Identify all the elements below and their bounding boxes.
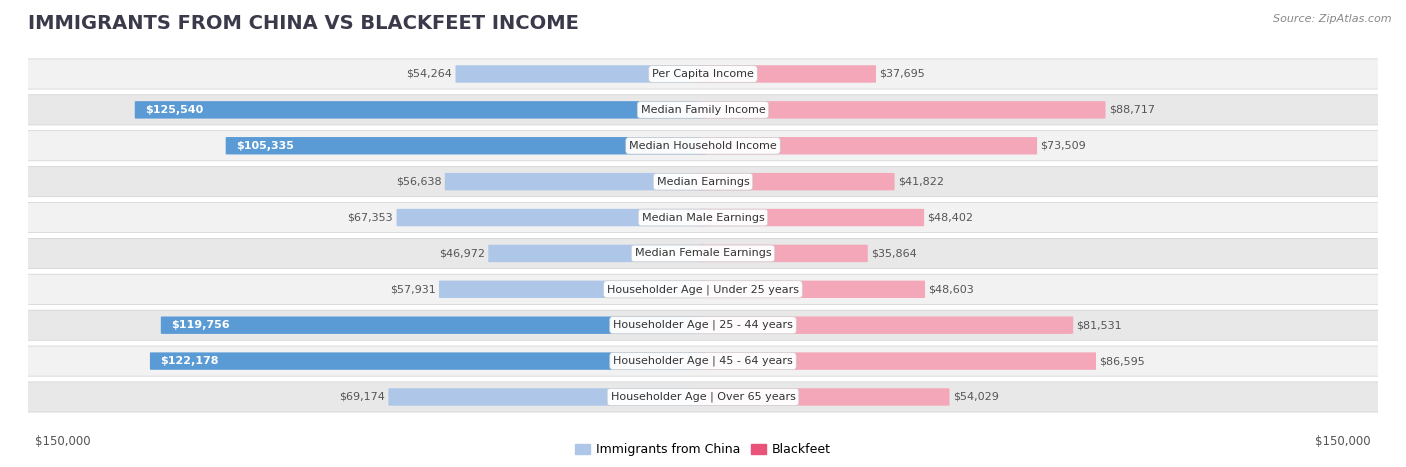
Text: $48,603: $48,603	[928, 284, 974, 294]
FancyBboxPatch shape	[488, 245, 706, 262]
FancyBboxPatch shape	[21, 167, 1385, 197]
Text: Median Family Income: Median Family Income	[641, 105, 765, 115]
Text: IMMIGRANTS FROM CHINA VS BLACKFEET INCOME: IMMIGRANTS FROM CHINA VS BLACKFEET INCOM…	[28, 14, 579, 33]
FancyBboxPatch shape	[700, 65, 876, 83]
Text: Median Earnings: Median Earnings	[657, 177, 749, 187]
Text: Median Household Income: Median Household Income	[628, 141, 778, 151]
Text: Source: ZipAtlas.com: Source: ZipAtlas.com	[1274, 14, 1392, 24]
Text: Median Male Earnings: Median Male Earnings	[641, 212, 765, 223]
Text: $150,000: $150,000	[35, 435, 91, 448]
FancyBboxPatch shape	[388, 388, 706, 406]
Text: $37,695: $37,695	[879, 69, 925, 79]
Text: $88,717: $88,717	[1109, 105, 1154, 115]
FancyBboxPatch shape	[21, 274, 1385, 304]
Text: $54,264: $54,264	[406, 69, 453, 79]
Text: $35,864: $35,864	[872, 248, 917, 258]
FancyBboxPatch shape	[444, 173, 706, 191]
FancyBboxPatch shape	[700, 101, 1105, 119]
FancyBboxPatch shape	[700, 281, 925, 298]
Text: Householder Age | 25 - 44 years: Householder Age | 25 - 44 years	[613, 320, 793, 331]
FancyBboxPatch shape	[21, 203, 1385, 233]
Text: $105,335: $105,335	[236, 141, 294, 151]
FancyBboxPatch shape	[396, 209, 706, 226]
Text: $67,353: $67,353	[347, 212, 394, 223]
FancyBboxPatch shape	[700, 388, 949, 406]
Text: $48,402: $48,402	[928, 212, 973, 223]
FancyBboxPatch shape	[21, 95, 1385, 125]
Text: $81,531: $81,531	[1077, 320, 1122, 330]
FancyBboxPatch shape	[700, 353, 1097, 370]
Legend: Immigrants from China, Blackfeet: Immigrants from China, Blackfeet	[569, 439, 837, 461]
Text: $41,822: $41,822	[898, 177, 943, 187]
Text: $54,029: $54,029	[953, 392, 998, 402]
FancyBboxPatch shape	[226, 137, 706, 155]
FancyBboxPatch shape	[700, 209, 924, 226]
Text: Householder Age | Over 65 years: Householder Age | Over 65 years	[610, 392, 796, 402]
Text: Householder Age | Under 25 years: Householder Age | Under 25 years	[607, 284, 799, 295]
Text: $119,756: $119,756	[172, 320, 229, 330]
FancyBboxPatch shape	[456, 65, 706, 83]
Text: $122,178: $122,178	[160, 356, 218, 366]
FancyBboxPatch shape	[21, 346, 1385, 376]
FancyBboxPatch shape	[700, 317, 1073, 334]
FancyBboxPatch shape	[21, 238, 1385, 269]
Text: $125,540: $125,540	[145, 105, 204, 115]
FancyBboxPatch shape	[160, 317, 706, 334]
FancyBboxPatch shape	[21, 310, 1385, 340]
Text: $86,595: $86,595	[1099, 356, 1144, 366]
Text: Householder Age | 45 - 64 years: Householder Age | 45 - 64 years	[613, 356, 793, 366]
FancyBboxPatch shape	[700, 245, 868, 262]
Text: $150,000: $150,000	[1315, 435, 1371, 448]
FancyBboxPatch shape	[21, 382, 1385, 412]
FancyBboxPatch shape	[135, 101, 706, 119]
Text: $69,174: $69,174	[339, 392, 385, 402]
Text: $46,972: $46,972	[439, 248, 485, 258]
FancyBboxPatch shape	[439, 281, 706, 298]
FancyBboxPatch shape	[700, 137, 1038, 155]
FancyBboxPatch shape	[21, 131, 1385, 161]
Text: Per Capita Income: Per Capita Income	[652, 69, 754, 79]
FancyBboxPatch shape	[150, 353, 706, 370]
Text: $57,931: $57,931	[389, 284, 436, 294]
FancyBboxPatch shape	[700, 173, 894, 191]
Text: $56,638: $56,638	[396, 177, 441, 187]
Text: $73,509: $73,509	[1040, 141, 1087, 151]
Text: Median Female Earnings: Median Female Earnings	[634, 248, 772, 258]
FancyBboxPatch shape	[21, 59, 1385, 89]
